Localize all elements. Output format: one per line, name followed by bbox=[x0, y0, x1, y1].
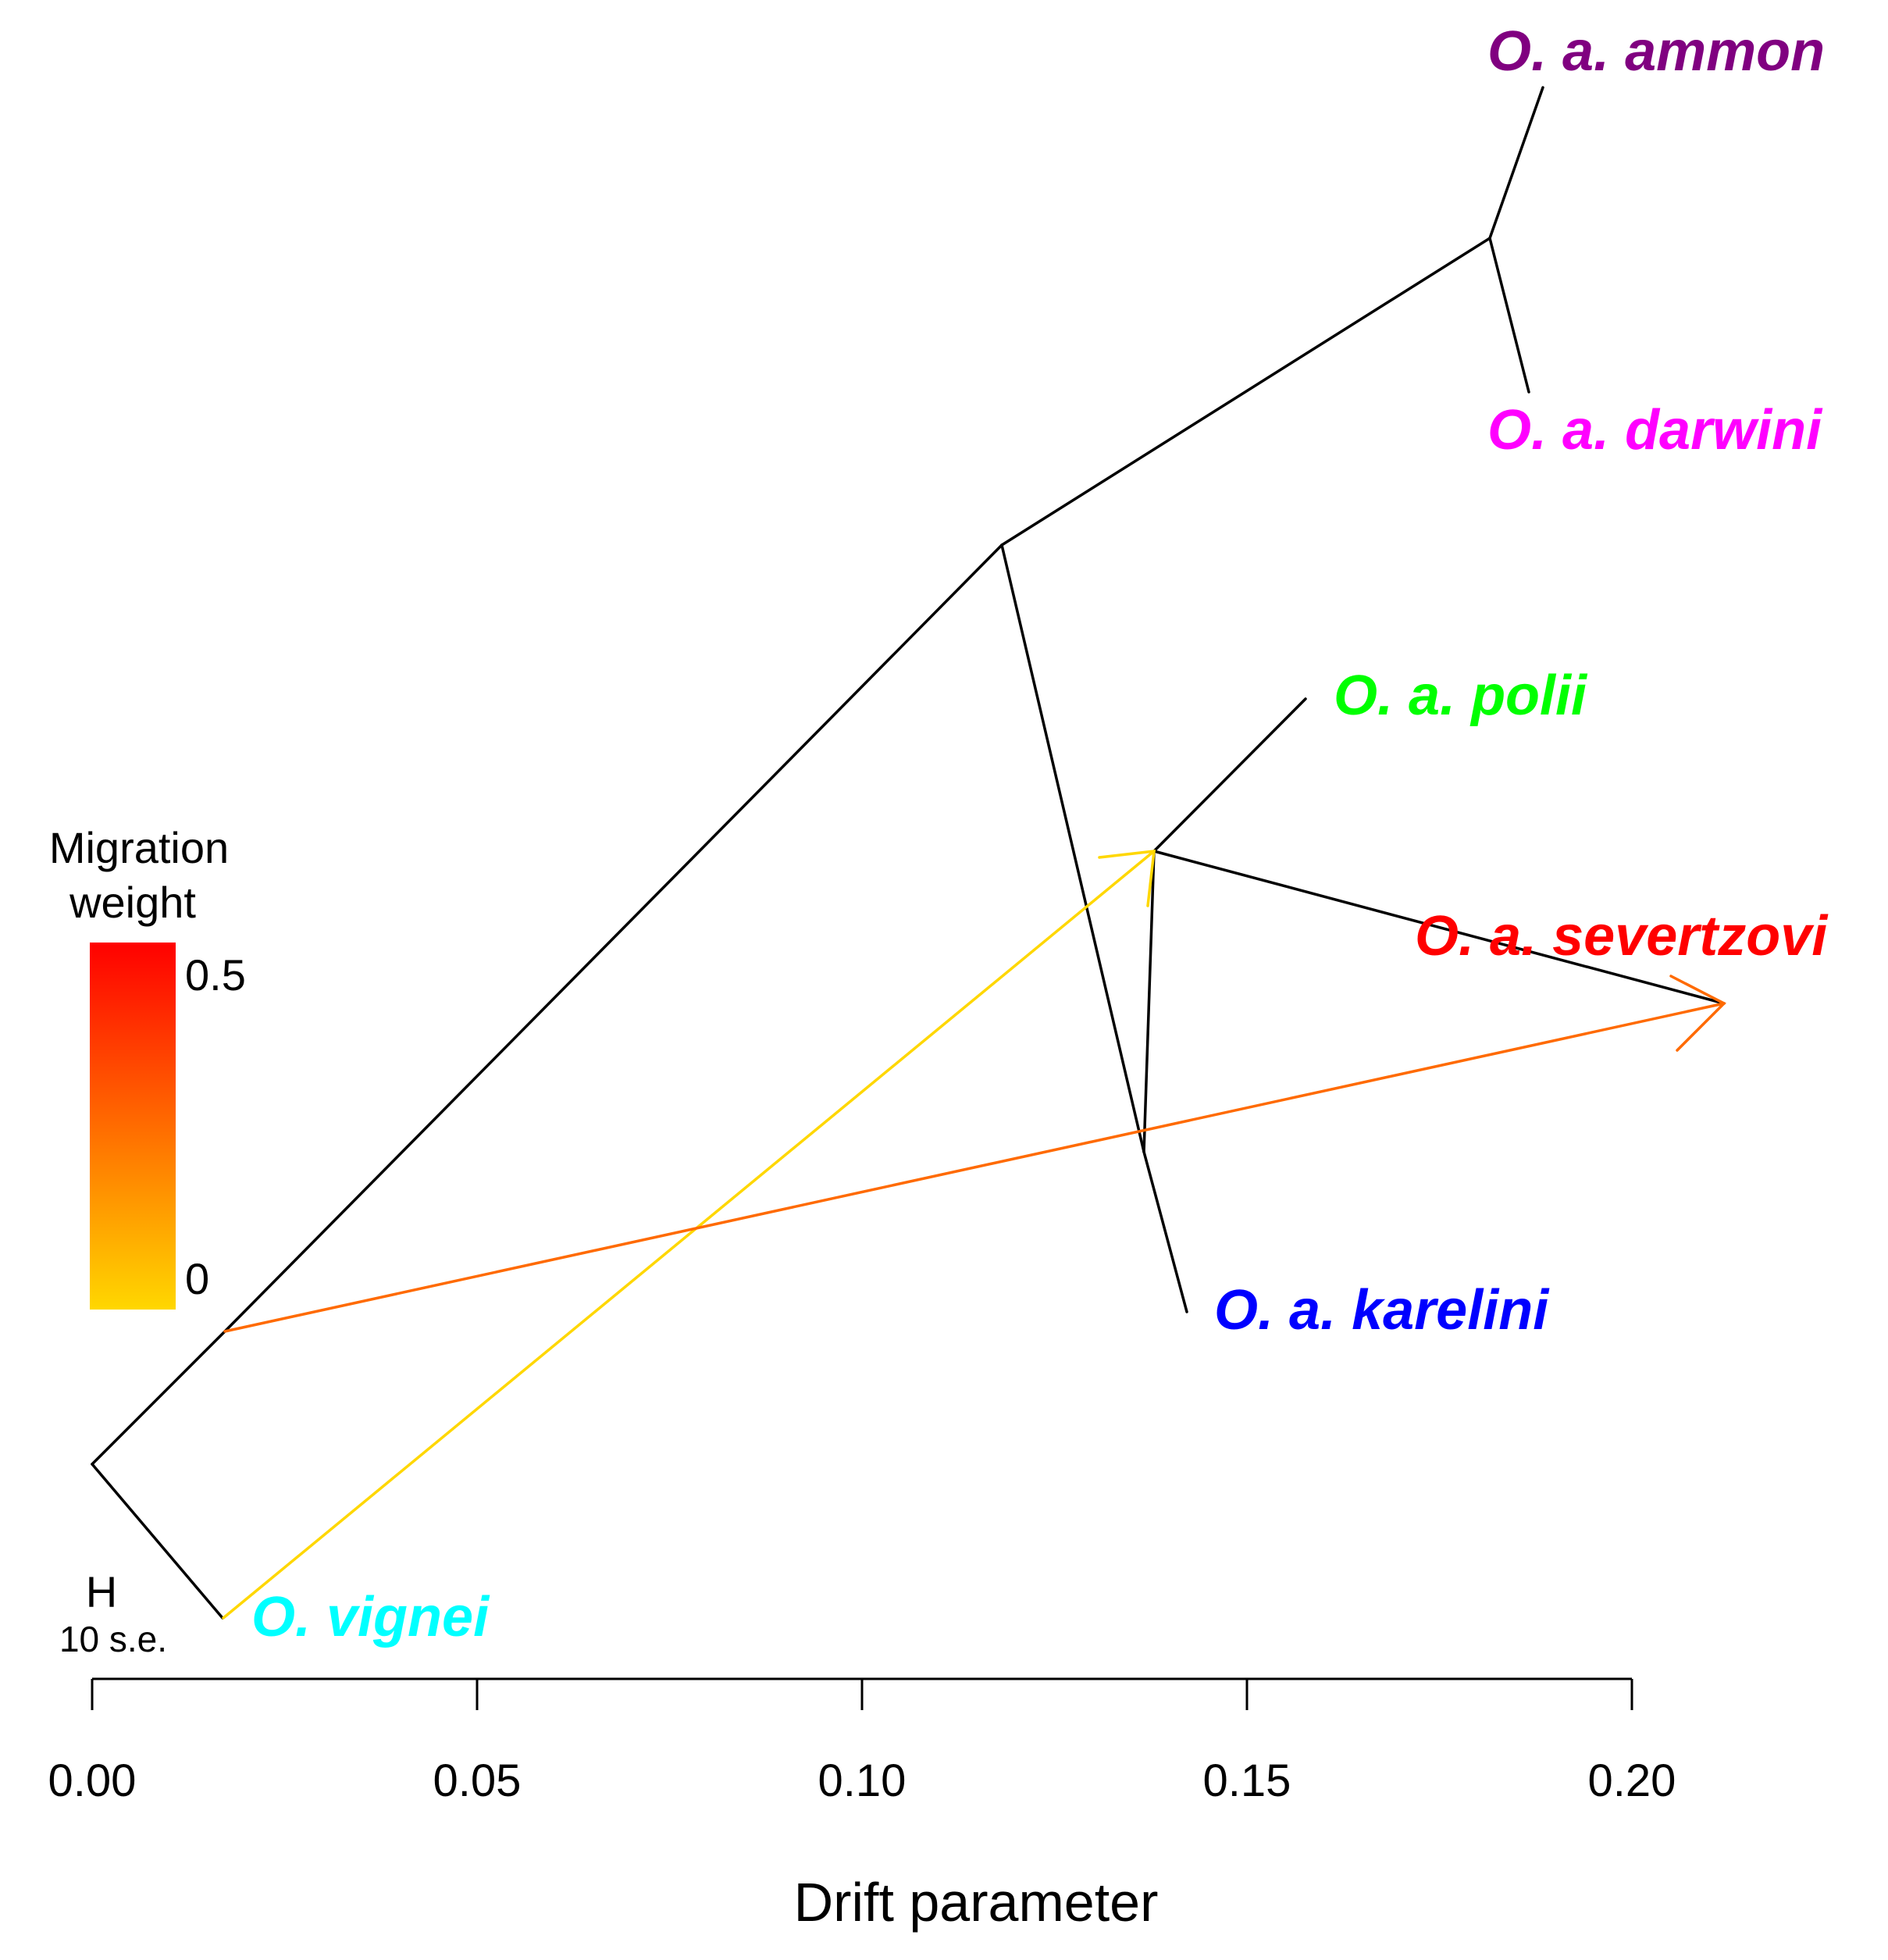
branch-darwini bbox=[1488, 237, 1530, 394]
migration-arrowhead-1 bbox=[1098, 850, 1156, 907]
branch-ammon bbox=[1488, 86, 1544, 240]
migration-arrowhead-2 bbox=[1669, 975, 1726, 1052]
legend-min-label: 0 bbox=[185, 1254, 209, 1303]
standard-error-scale-bar: H 10 s.e. bbox=[59, 1567, 167, 1659]
branch-karelini bbox=[1142, 1150, 1188, 1313]
x-tick-label: 0.00 bbox=[48, 1755, 137, 1806]
x-axis-title: Drift parameter bbox=[794, 1872, 1159, 1933]
x-tick-label: 0.15 bbox=[1203, 1755, 1291, 1806]
scale-bar-label: 10 s.e. bbox=[59, 1619, 167, 1659]
legend-max-label: 0.5 bbox=[185, 950, 246, 1000]
taxon-label-karelini: O. a. karelini bbox=[1214, 1279, 1550, 1342]
taxon-label-polii: O. a. polii bbox=[1334, 665, 1588, 727]
migration-weight-legend: Migration weight 0.5 0 bbox=[49, 823, 246, 1310]
taxon-label-darwini: O. a. darwini bbox=[1487, 399, 1823, 461]
legend-title-line2: weight bbox=[69, 878, 196, 927]
scale-bar-symbol: H bbox=[86, 1567, 117, 1616]
x-tick-label: 0.20 bbox=[1588, 1755, 1676, 1806]
tree-branches bbox=[91, 86, 1726, 1620]
branch-main-karelini-group bbox=[1000, 543, 1145, 1153]
branch-base-main bbox=[223, 543, 1003, 1333]
legend-color-bar bbox=[90, 943, 176, 1310]
taxon-label-ammon: O. a. ammon bbox=[1487, 20, 1825, 83]
x-axis: 0.00 0.05 0.10 0.15 0.20 Drift parameter bbox=[48, 1677, 1676, 1933]
branch-root-vignei bbox=[91, 1463, 224, 1620]
taxon-label-severtzovi: O. a. severtzovi bbox=[1415, 905, 1829, 968]
x-tick-label: 0.10 bbox=[818, 1755, 907, 1806]
migration-edges bbox=[222, 850, 1726, 1620]
branch-root-base bbox=[91, 1330, 226, 1466]
branch-karelini-group-polii-severtzovi bbox=[1142, 850, 1156, 1153]
x-tick-label: 0.05 bbox=[433, 1755, 522, 1806]
taxon-labels: O. a. ammon O. a. darwini O. a. polii O.… bbox=[251, 20, 1829, 1648]
legend-title-line1: Migration bbox=[49, 823, 229, 872]
migration-arrow-vignei-to-polii-severtzovi bbox=[222, 850, 1156, 1620]
migration-arrow-base-to-severtzovi bbox=[223, 1002, 1726, 1333]
x-axis-ticks: 0.00 0.05 0.10 0.15 0.20 bbox=[48, 1679, 1676, 1806]
branch-main-ammon-darwini bbox=[1000, 237, 1491, 547]
branch-severtzovi bbox=[1152, 850, 1726, 1005]
branch-polii bbox=[1152, 697, 1307, 853]
taxon-label-vignei: O. vignei bbox=[251, 1586, 490, 1648]
